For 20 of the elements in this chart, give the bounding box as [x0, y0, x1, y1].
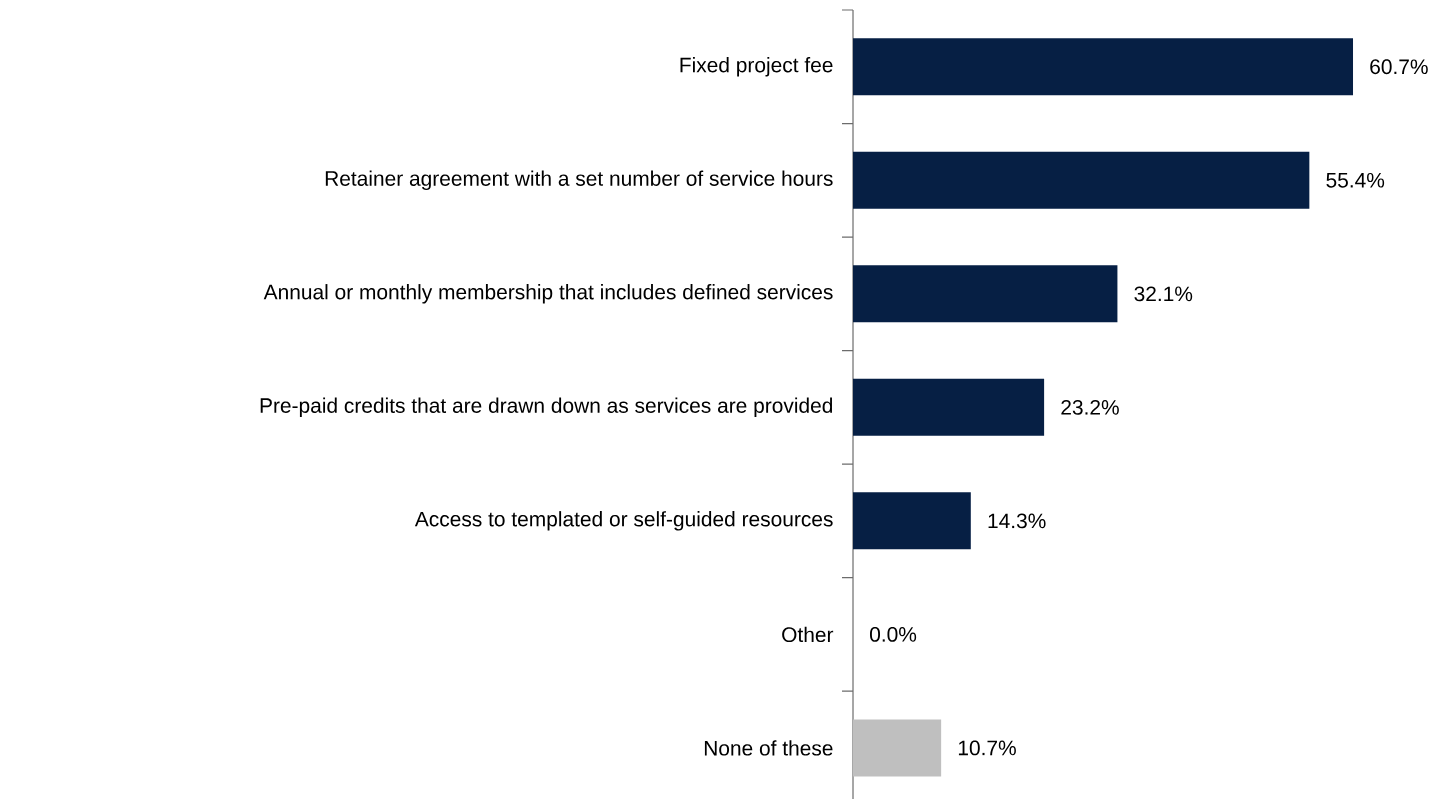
data-label: 60.7% — [1370, 59, 1428, 75]
y-tick-label: Pre-paid credits that are drawn down as services are provided — [260, 397, 833, 418]
bar — [853, 151, 1310, 209]
y-tick-label: Access to templated or self-guided resources — [414, 511, 833, 531]
data-label: 10.7% — [958, 740, 1016, 756]
y-tick-label: None of these — [704, 740, 833, 756]
y-tick-label: Fixed project fee — [680, 57, 833, 77]
y-tick-label: Other — [782, 626, 834, 643]
bar — [853, 719, 942, 777]
y-tick-label: Annual or monthly membership that includes defined services — [263, 284, 833, 304]
bar — [853, 265, 1118, 323]
y-tick-label: Retainer agreement with a set number of service hours — [325, 170, 833, 191]
bar — [853, 38, 1354, 96]
bar — [853, 378, 1045, 436]
data-label: 32.1% — [1134, 286, 1193, 302]
data-label: 0.0% — [870, 626, 917, 642]
data-label: 14.3% — [988, 513, 1046, 529]
data-label: 23.2% — [1061, 399, 1119, 415]
bar — [853, 492, 971, 550]
data-label: 55.4% — [1326, 172, 1385, 188]
